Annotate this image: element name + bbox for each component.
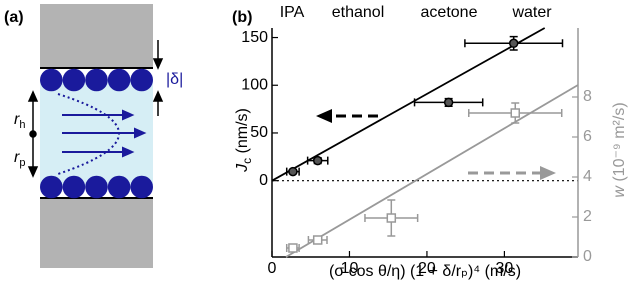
delta-arrows <box>154 40 162 116</box>
radius-arrow <box>29 92 37 176</box>
y2-tick-label: 8 <box>583 88 592 105</box>
panel-a: (a) |δ| rh rp <box>4 4 183 268</box>
arrow-head <box>540 166 556 180</box>
point <box>511 109 519 117</box>
solvent-label: IPA <box>280 4 305 21</box>
solvent-label: ethanol <box>332 4 385 21</box>
point <box>314 236 322 244</box>
x-tick-label: 30 <box>496 260 514 277</box>
point <box>445 98 453 106</box>
arrow-head <box>316 109 332 123</box>
point <box>510 39 518 47</box>
point <box>289 168 297 176</box>
y-tick-label: 100 <box>241 76 268 93</box>
fit-line <box>272 28 545 181</box>
panel-label: (a) <box>4 9 24 26</box>
y2-axis-label: w (10⁻⁹ m²/s) <box>611 102 628 197</box>
wall-top <box>40 4 153 68</box>
point <box>387 214 395 222</box>
solvent-label: acetone <box>421 4 478 21</box>
wall-bottom <box>40 198 153 268</box>
panel-b: (b) IPA ethanol acetone water (σ cos θ/η… <box>232 4 628 280</box>
y2-tick-label: 0 <box>583 248 592 265</box>
y-tick-label: 50 <box>250 124 268 141</box>
rp-label: rp <box>14 149 25 169</box>
point <box>289 244 297 252</box>
delta-label: |δ| <box>166 71 183 88</box>
x-tick-label: 0 <box>268 260 277 277</box>
panel-label: (b) <box>232 9 252 26</box>
y2-tick-label: 6 <box>583 128 592 145</box>
x-tick-label: 10 <box>341 260 359 277</box>
y2-tick-label: 4 <box>583 168 592 185</box>
solvent-label: water <box>511 4 552 21</box>
y2-tick-label: 2 <box>583 208 592 225</box>
y-tick-label: 0 <box>259 172 268 189</box>
point <box>314 157 322 165</box>
x-tick-label: 20 <box>418 260 436 277</box>
figure: (a) |δ| rh rp (b) IPA ethanol acetone wa… <box>0 0 635 284</box>
y-tick-label: 150 <box>241 29 268 46</box>
rh-label: rh <box>14 111 25 131</box>
